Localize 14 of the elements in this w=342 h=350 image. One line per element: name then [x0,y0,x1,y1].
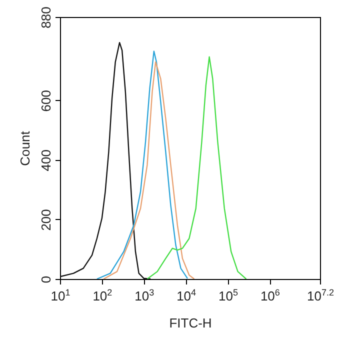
y-tick-label: 880 [38,6,54,28]
x-tick-label: 10$^{5}$ [218,288,238,304]
y-tick-label: 200 [38,209,54,231]
x-tick-label: 10$^{7.2}$ [307,288,334,304]
x-tick-label: 10$^{3}$ [134,288,154,304]
x-tick-label: 10$^{4}$ [176,288,196,304]
x-tick-label: 10$^{2}$ [92,288,112,304]
x-tick-label: 10$^{1}$ [50,288,70,304]
y-tick-label: 0 [38,276,54,284]
x-axis-title: FITC-H [169,316,212,330]
y-tick-label: 600 [38,90,54,112]
x-tick-label: 10$^{6}$ [260,288,280,304]
y-axis-title: Count [18,130,32,166]
y-tick-label: 400 [38,150,54,172]
